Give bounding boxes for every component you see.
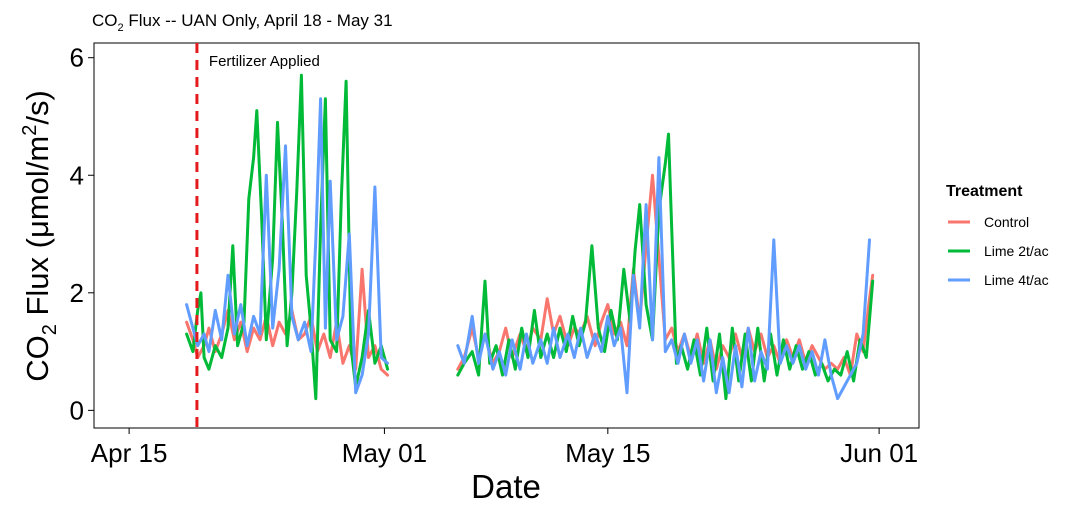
series-line-lime-4t-ac-segment-2 xyxy=(456,156,871,401)
x-tick-label: Jun 01 xyxy=(840,438,918,468)
x-tick-label: May 01 xyxy=(342,438,427,468)
legend: Treatment Control Lime 2t/ac Lime 4t/ac xyxy=(946,183,1049,288)
series-line-lime-2t-ac-segment-1 xyxy=(185,73,390,401)
y-axis: 0 2 4 6 xyxy=(70,43,94,425)
chart-title: CO2 Flux -- UAN Only, April 18 - May 31 xyxy=(92,11,393,34)
plot-area: Fertilizer Applied xyxy=(93,42,920,429)
legend-items: Control Lime 2t/ac Lime 4t/ac xyxy=(948,214,1049,288)
x-axis: Apr 15 May 01 May 15 Jun 01 xyxy=(91,428,918,468)
legend-label-control: Control xyxy=(984,214,1029,230)
legend-title: Treatment xyxy=(946,183,1023,200)
fertilizer-applied-label: Fertilizer Applied xyxy=(209,53,320,70)
series-layer xyxy=(185,73,875,401)
y-tick-label: 0 xyxy=(70,395,84,425)
x-tick-label: May 15 xyxy=(565,438,650,468)
y-tick-label: 4 xyxy=(70,160,84,190)
legend-label-lime-4t-ac: Lime 4t/ac xyxy=(984,272,1049,288)
x-tick-label: Apr 15 xyxy=(91,438,168,468)
x-axis-title: Date xyxy=(471,468,541,505)
y-axis-title: CO2 Flux (μmol/m2/s) xyxy=(19,90,61,382)
legend-label-lime-2t-ac: Lime 2t/ac xyxy=(984,243,1049,259)
y-tick-label: 2 xyxy=(70,278,84,308)
y-tick-label: 6 xyxy=(70,43,84,73)
series-line-lime-4t-ac-segment-1 xyxy=(185,97,390,395)
